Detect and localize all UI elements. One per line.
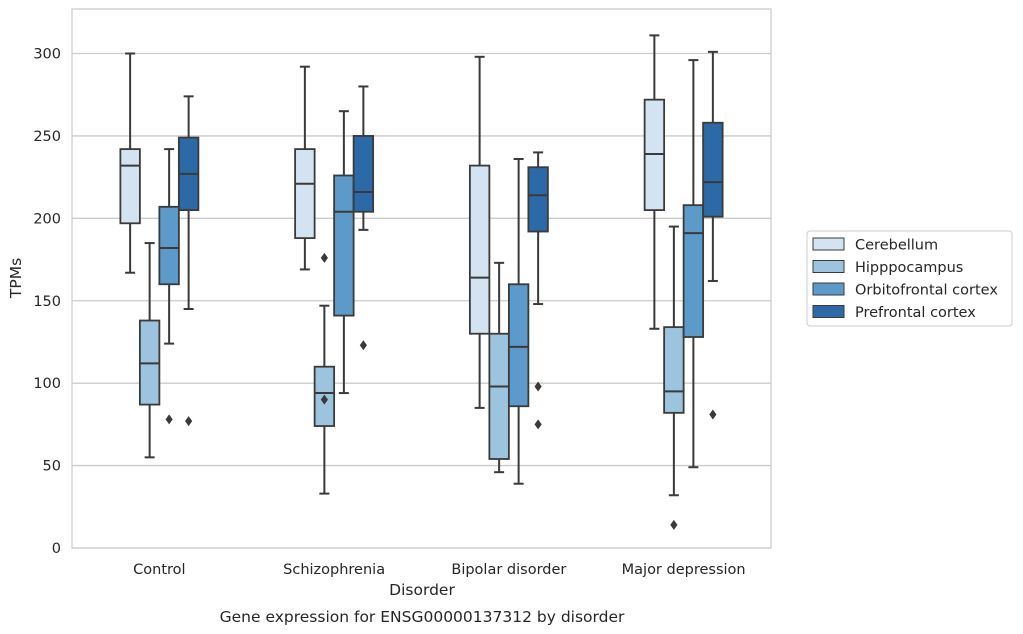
y-tick-label: 50 — [43, 459, 61, 475]
iqr-box — [682, 204, 705, 338]
iqr-box — [119, 148, 141, 225]
iqr-box — [488, 332, 510, 460]
outlier-point — [534, 381, 542, 392]
iqr-box — [527, 166, 549, 233]
y-tick-label: 150 — [33, 294, 61, 310]
iqr-box — [702, 121, 724, 218]
legend-label: Hipppocampus — [855, 260, 963, 276]
iqr-box — [468, 164, 491, 335]
outlier-point — [359, 340, 367, 351]
plot-frame — [71, 8, 772, 549]
legend-frame — [806, 230, 1013, 327]
iqr-box — [333, 174, 355, 317]
box-prefrontal-cortex — [352, 85, 375, 351]
legend-swatch — [812, 282, 845, 296]
legend-swatch — [812, 305, 845, 318]
outlier-point — [670, 519, 678, 530]
y-tick-label: 250 — [33, 129, 61, 145]
outlier-point — [185, 416, 193, 427]
box-orbitofrontal-cortex — [158, 148, 180, 425]
legend-label: Prefrontal cortex — [855, 305, 976, 321]
outlier-point — [320, 394, 328, 405]
box-prefrontal-cortex — [702, 50, 724, 420]
x-tick-labels: Control Schizophrenia Bipolar disorder Majo… — [133, 562, 745, 578]
x-tick-label: Major depression — [622, 562, 746, 578]
outlier-point — [165, 414, 173, 425]
y-tick-label: 300 — [33, 47, 61, 63]
iqr-box — [507, 283, 530, 408]
box-orbitofrontal-cortex — [507, 157, 530, 485]
y-tick-label: 200 — [33, 211, 61, 227]
box-prefrontal-cortex — [177, 95, 200, 427]
x-tick-label: Control — [133, 562, 185, 578]
box-cerebellum — [294, 65, 316, 271]
y-tick-label: 100 — [33, 376, 61, 392]
chart-caption: Gene expression for ENSG00000137312 by d… — [220, 608, 625, 626]
iqr-box — [352, 135, 375, 213]
x-tick-label: Bipolar disorder — [451, 562, 566, 578]
box-hipppocampus — [663, 225, 685, 530]
iqr-box — [294, 148, 316, 240]
legend: Cerebellum Hipppocampus Orbitofrontal cort… — [806, 230, 1013, 327]
legend-label: Orbitofrontal cortex — [855, 283, 998, 299]
outlier-point — [534, 419, 542, 430]
legend-swatch — [812, 237, 845, 251]
x-axis-label: Disorder — [389, 581, 455, 599]
box-cerebellum — [468, 55, 491, 409]
iqr-box — [158, 205, 180, 286]
legend-swatch — [812, 260, 845, 273]
box-orbitofrontal-cortex — [333, 110, 355, 395]
legend-label: Cerebellum — [855, 238, 938, 254]
outlier-point — [320, 252, 328, 263]
box-prefrontal-cortex — [527, 151, 549, 430]
y-axis-label: TPMs — [7, 258, 25, 299]
box-hipppocampus — [488, 261, 510, 474]
outlier-point — [709, 409, 717, 420]
box-orbitofrontal-cortex — [682, 59, 705, 469]
box-hipppocampus — [313, 252, 336, 495]
box-hipppocampus — [138, 242, 161, 459]
y-tick-labels: 0 50 100 150 200 250 300 — [33, 47, 61, 557]
x-tick-label: Schizophrenia — [283, 562, 385, 578]
y-tick-label: 0 — [52, 541, 61, 557]
iqr-box — [663, 326, 685, 414]
box-cerebellum — [119, 52, 141, 274]
box-cerebellum — [643, 34, 666, 330]
box-groups — [119, 34, 724, 530]
